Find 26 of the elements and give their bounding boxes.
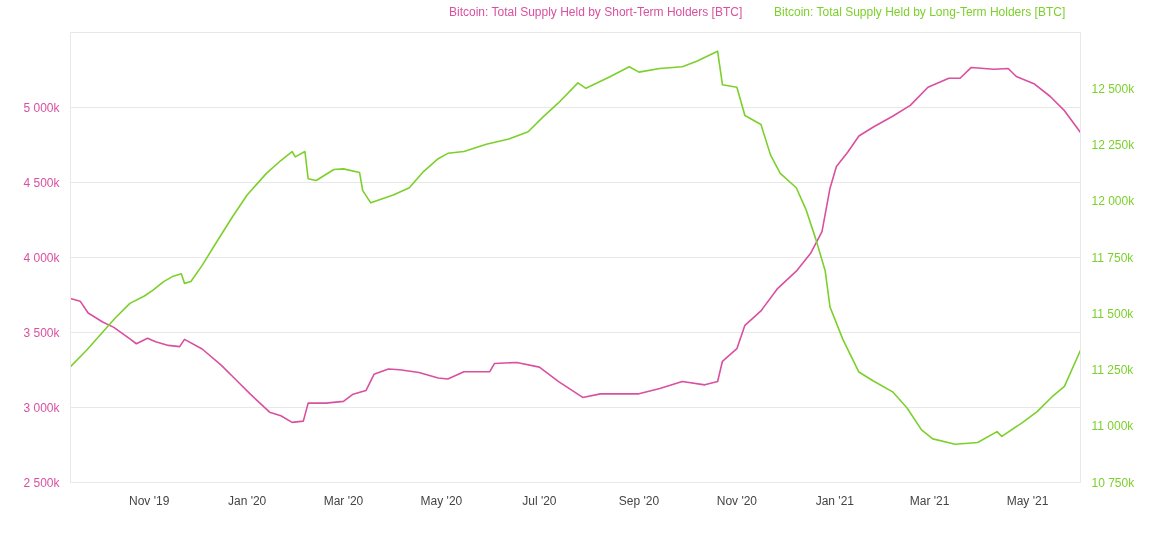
x-tick-label: May '20 (420, 493, 463, 508)
x-tick-label: May '21 (1006, 493, 1049, 508)
y-tick-label: 4 500k (23, 175, 61, 190)
x-tick-label: Jan '20 (227, 493, 267, 508)
x-tick-label: Mar '21 (909, 493, 950, 508)
y2-tick-label: 10 750k (1091, 475, 1136, 490)
y2-tick-label: 12 500k (1091, 81, 1136, 96)
x-tick-label: Jan '21 (815, 493, 855, 508)
y-tick-label: 4 000k (23, 250, 61, 265)
text: Bitcoin: Total Supply Held by Long-Term Holders [BTC] (774, 5, 1066, 19)
x-tick-label: Nov '20 (716, 493, 758, 508)
y2-tick-label: 11 500k (1091, 306, 1135, 321)
y2-tick-label: 11 000k (1091, 419, 1135, 434)
x-tick-label: Sep '20 (618, 493, 660, 508)
y-tick-label: 3 500k (23, 325, 61, 340)
y2-tick-label: 11 250k (1091, 363, 1135, 377)
y-tick-label: 5 000k (23, 100, 61, 115)
y2-tick-label: 12 000k (1091, 194, 1136, 209)
text: Bitcoin: Total Supply Held by Short-Term Holders [BTC] (449, 5, 743, 19)
x-tick-label: Mar '20 (323, 493, 364, 508)
y-tick-label: 3 000k (23, 400, 61, 415)
y-tick-label: 2 500k (23, 475, 61, 490)
x-tick-label: Nov '19 (129, 493, 170, 508)
x-tick-label: Jul '20 (522, 493, 557, 508)
y2-tick-label: 12 250k (1091, 138, 1136, 152)
y2-tick-label: 11 750k (1091, 250, 1135, 265)
